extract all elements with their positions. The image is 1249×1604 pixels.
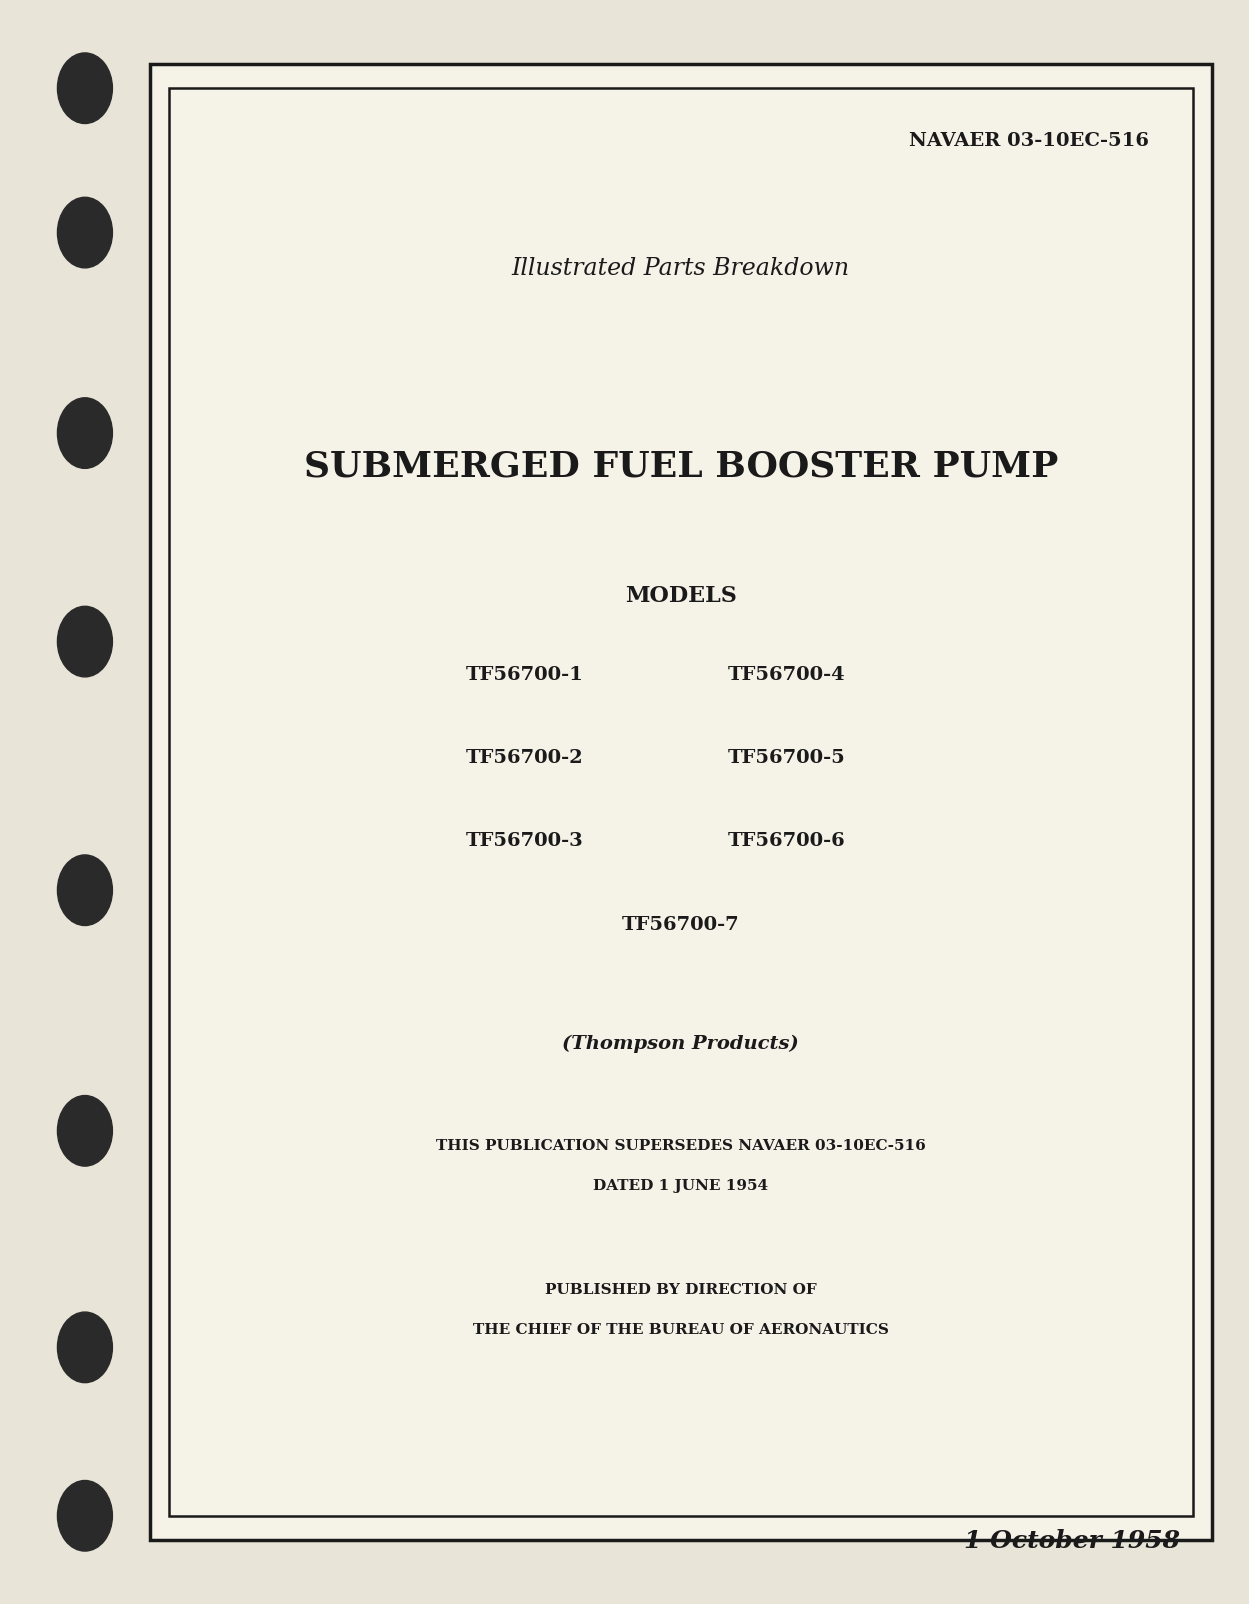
Text: TF56700-4: TF56700-4 (728, 666, 846, 683)
Circle shape (57, 197, 112, 268)
Circle shape (57, 53, 112, 124)
Circle shape (57, 398, 112, 468)
Text: TF56700-6: TF56700-6 (728, 832, 846, 850)
Text: THIS PUBLICATION SUPERSEDES NAVAER 03-10EC-516: THIS PUBLICATION SUPERSEDES NAVAER 03-10… (436, 1139, 926, 1153)
Text: TF56700-5: TF56700-5 (728, 749, 846, 767)
Text: TF56700-2: TF56700-2 (466, 749, 583, 767)
Circle shape (57, 855, 112, 926)
Circle shape (57, 1096, 112, 1166)
Text: TF56700-7: TF56700-7 (622, 916, 739, 934)
Circle shape (57, 1312, 112, 1383)
Text: DATED 1 JUNE 1954: DATED 1 JUNE 1954 (593, 1179, 768, 1193)
Text: THE CHIEF OF THE BUREAU OF AERONAUTICS: THE CHIEF OF THE BUREAU OF AERONAUTICS (473, 1323, 888, 1338)
Text: MODELS: MODELS (624, 585, 737, 608)
Text: Illustrated Parts Breakdown: Illustrated Parts Breakdown (512, 257, 849, 279)
Bar (169, 88, 1193, 1516)
Text: 1 October 1958: 1 October 1958 (964, 1529, 1180, 1553)
Text: (Thompson Products): (Thompson Products) (562, 1035, 799, 1052)
Text: TF56700-1: TF56700-1 (466, 666, 583, 683)
Circle shape (57, 606, 112, 677)
Text: TF56700-3: TF56700-3 (466, 832, 583, 850)
Circle shape (57, 1480, 112, 1551)
Text: PUBLISHED BY DIRECTION OF: PUBLISHED BY DIRECTION OF (545, 1283, 817, 1298)
Text: SUBMERGED FUEL BOOSTER PUMP: SUBMERGED FUEL BOOSTER PUMP (304, 449, 1058, 483)
FancyBboxPatch shape (150, 64, 1212, 1540)
Text: NAVAER 03-10EC-516: NAVAER 03-10EC-516 (909, 132, 1149, 149)
